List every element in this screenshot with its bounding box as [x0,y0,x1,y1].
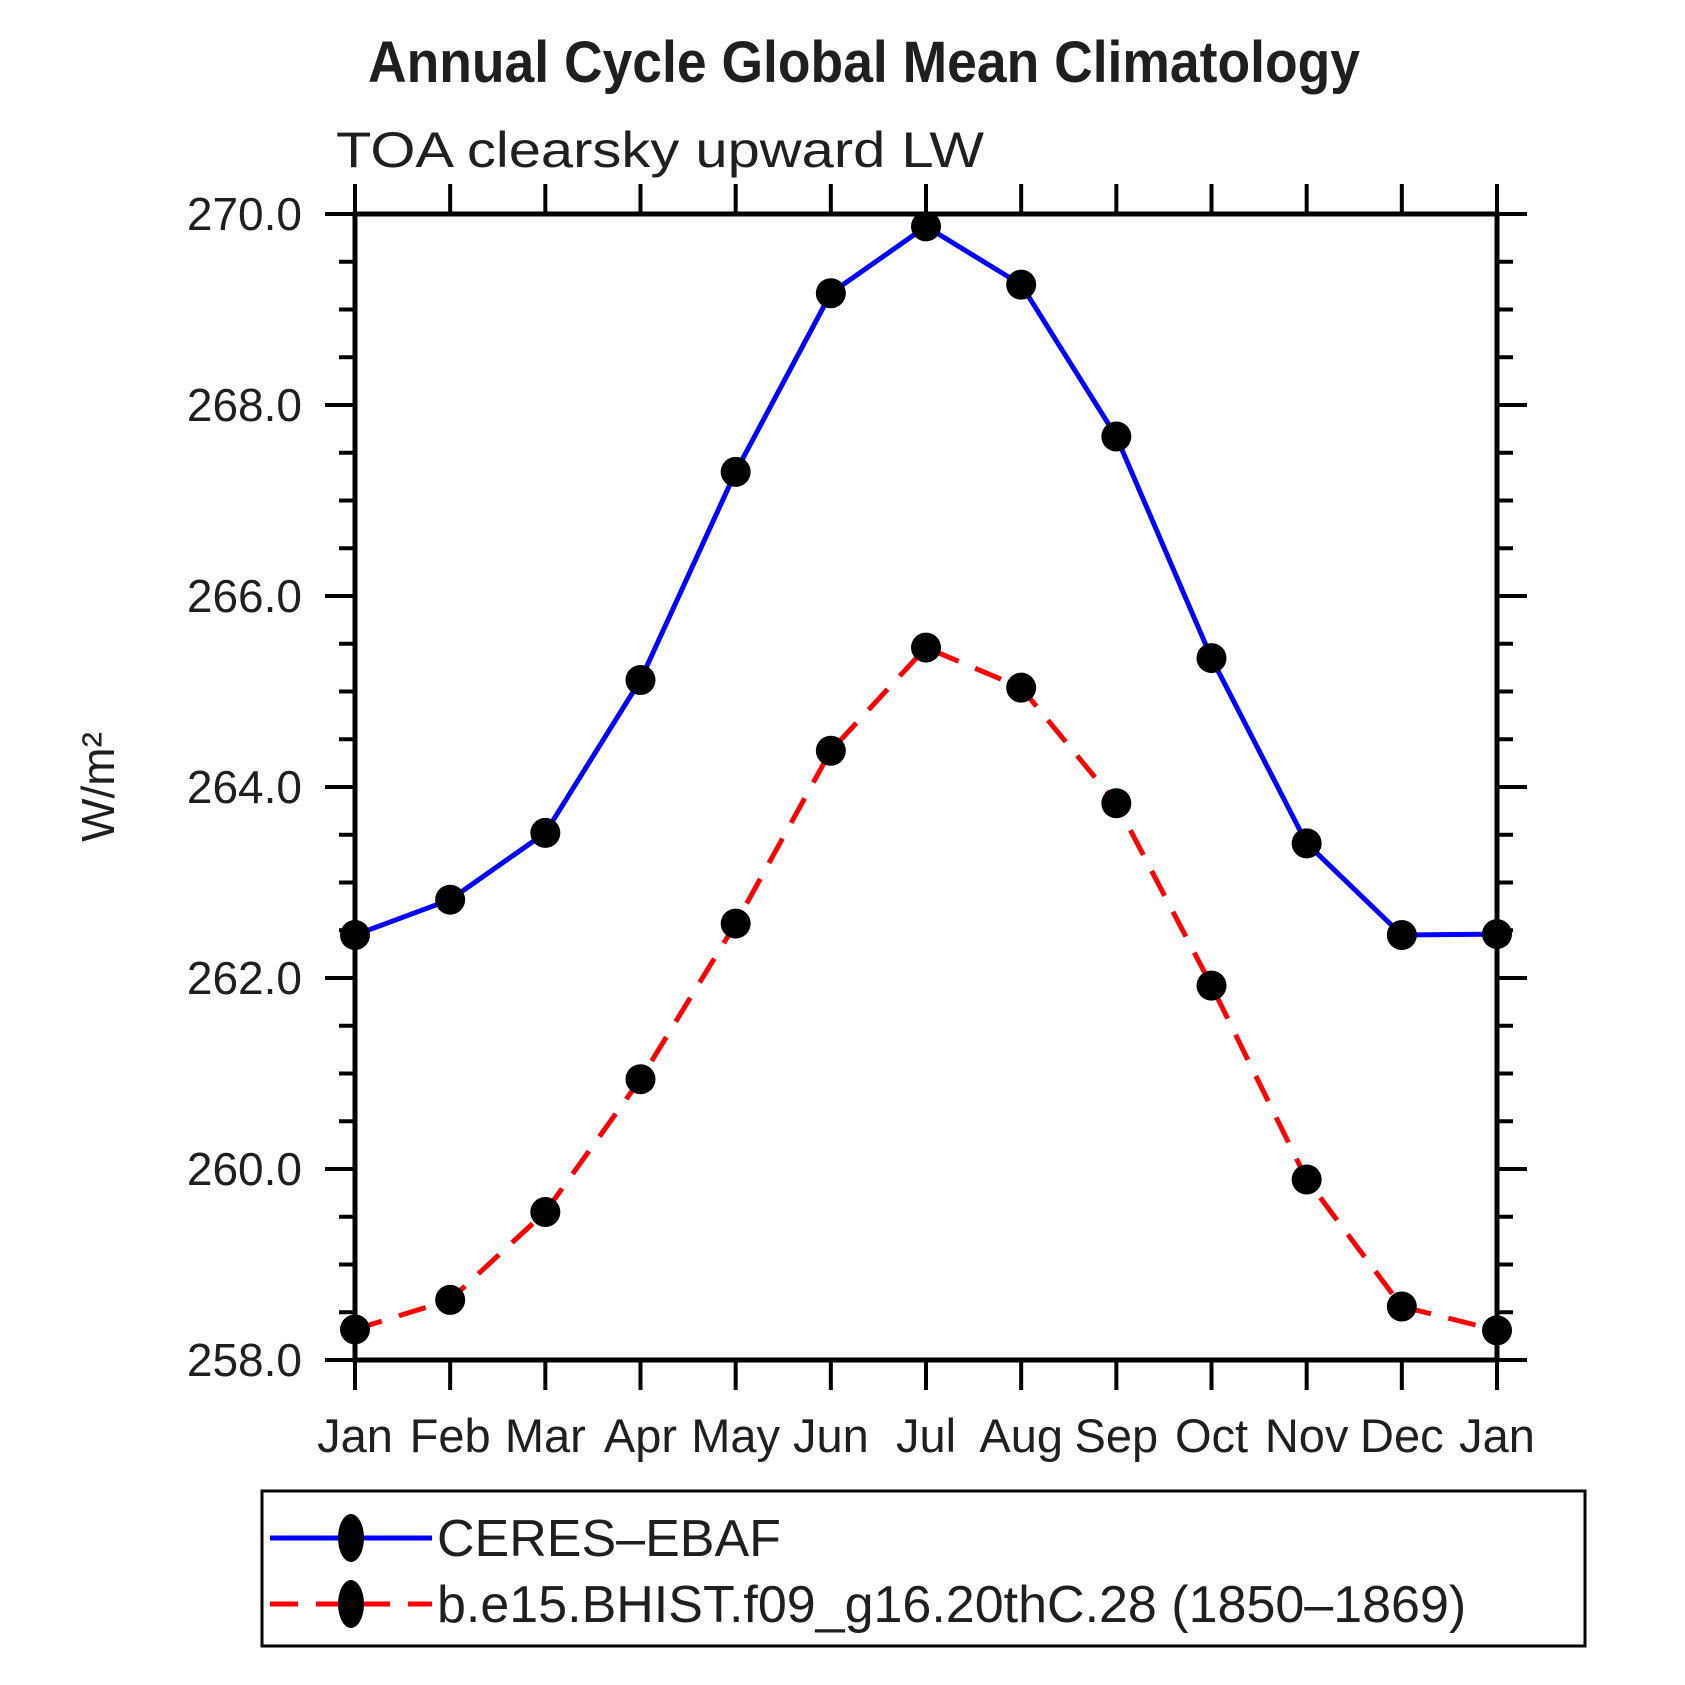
series-line-model [354,644,1498,1333]
data-point-marker [1482,1315,1512,1346]
data-point-marker [1101,421,1132,452]
data-point-marker [815,735,846,766]
data-point-marker [625,1064,656,1095]
y-tick-label: 266.0 [187,570,302,622]
legend-box [260,1489,1587,1648]
y-tick-label: 258.0 [187,1334,302,1386]
y-tick-label: 268.0 [187,379,302,431]
x-tick-label: Feb [410,1409,491,1462]
y-tick-label: 262.0 [187,952,302,1004]
data-point-marker [530,817,561,848]
y-tick-label: 270.0 [187,188,302,240]
data-point-marker [435,884,466,915]
x-tick-label: Apr [604,1409,677,1462]
plot-frame [352,211,1500,1363]
data-point-marker [911,211,941,242]
x-tick-label: Oct [1175,1409,1248,1462]
chart-title: Annual Cycle Global Mean Climatology [368,30,1360,95]
data-point-marker [1101,788,1132,819]
data-point-marker [1386,1291,1417,1322]
data-point-marker [340,920,370,951]
data-point-marker [720,456,751,487]
y-tick-label: 260.0 [187,1143,302,1195]
x-tick-label: Dec [1360,1409,1444,1462]
series-line-ceres-ebaf [354,223,1498,938]
data-point-marker [1386,920,1417,951]
chart-subtitle: TOA clearsky upward LW [336,122,985,178]
data-point-marker [1291,828,1322,859]
data-point-marker [625,665,656,696]
x-tick-label: May [691,1409,780,1462]
data-point-marker [815,278,846,309]
legend-marker [338,1580,364,1628]
data-point-marker [911,632,941,663]
data-point-marker [1196,643,1227,674]
y-tick-label: 264.0 [187,761,302,813]
x-tick-label: Mar [505,1409,586,1462]
x-tick-label: Jan [317,1409,393,1462]
x-tick-label: Aug [979,1409,1063,1462]
data-point-marker [340,1314,370,1345]
y-axis-label: W/m² [72,732,124,842]
x-tick-label: Jun [793,1409,869,1462]
x-tick-label: Jul [896,1409,956,1462]
data-point-marker [1291,1164,1322,1195]
data-point-marker [1482,919,1512,950]
data-point-marker [1006,672,1037,703]
data-point-marker [1006,269,1037,300]
data-point-marker [720,908,751,939]
data-point-marker [530,1196,561,1227]
data-point-marker [435,1284,466,1315]
x-tick-label: Jan [1459,1409,1535,1462]
x-tick-label: Nov [1265,1409,1349,1462]
legend-marker [338,1514,364,1562]
x-tick-label: Sep [1075,1409,1159,1462]
data-point-marker [1196,970,1227,1001]
legend-label-ceres-ebaf: CERES–EBAF [437,1510,781,1568]
legend-label-model: b.e15.BHIST.f09_g16.20thC.28 (1850–1869) [437,1576,1466,1634]
